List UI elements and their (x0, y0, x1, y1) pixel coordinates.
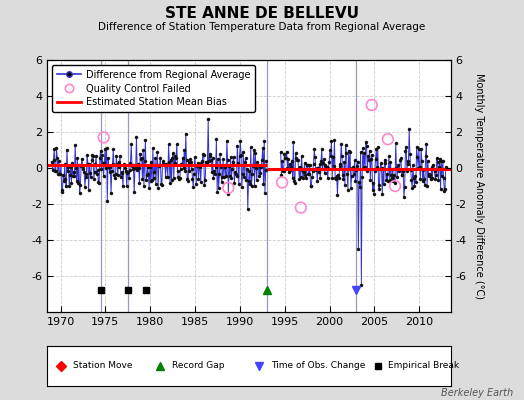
Text: Difference of Station Temperature Data from Regional Average: Difference of Station Temperature Data f… (99, 22, 425, 32)
Text: STE ANNE DE BELLEVU: STE ANNE DE BELLEVU (165, 6, 359, 21)
Point (224, 185, 233, 191)
Point (384, 136, 392, 142)
Y-axis label: Monthly Temperature Anomaly Difference (°C): Monthly Temperature Anomaly Difference (… (474, 73, 484, 299)
Text: Empirical Break: Empirical Break (388, 362, 459, 370)
Legend: Difference from Regional Average, Quality Control Failed, Estimated Station Mean: Difference from Regional Average, Qualit… (52, 65, 255, 112)
Point (278, 179, 286, 186)
Point (367, 102, 376, 108)
Text: Record Gap: Record Gap (172, 362, 225, 370)
Text: Berkeley Earth: Berkeley Earth (441, 388, 514, 398)
Text: Station Move: Station Move (73, 362, 133, 370)
Text: Time of Obs. Change: Time of Obs. Change (271, 362, 365, 370)
Point (391, 183, 399, 189)
Point (297, 204, 305, 211)
Point (100, 134, 108, 140)
